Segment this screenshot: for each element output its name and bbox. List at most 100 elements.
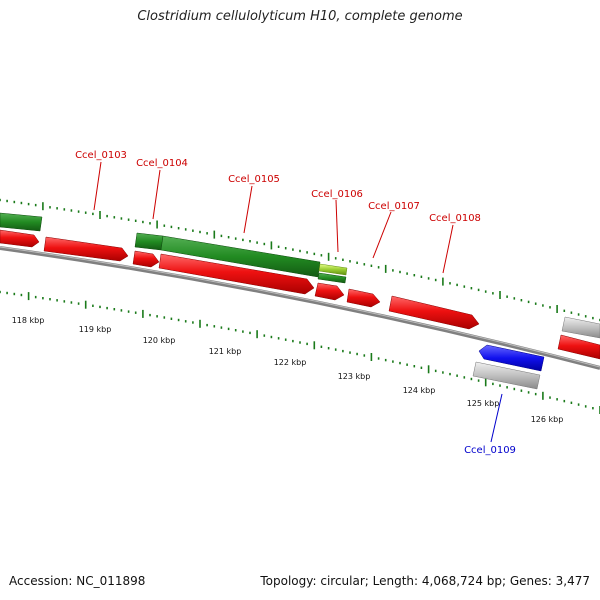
minor-tick <box>420 366 423 369</box>
minor-tick <box>120 309 123 312</box>
major-tick <box>42 202 44 211</box>
minor-tick <box>413 365 416 368</box>
gene-feature-ccel-0102[interactable] <box>0 212 43 232</box>
scale-label: 123 kbp <box>338 372 371 381</box>
major-tick <box>256 330 258 339</box>
scale-label: 124 kbp <box>403 386 436 395</box>
minor-tick <box>413 274 416 277</box>
gene-feature-ccel-0109-grey[interactable] <box>472 361 541 390</box>
minor-tick <box>320 254 323 257</box>
gene-label-ccel-0108[interactable]: Ccel_0108 <box>429 213 481 224</box>
minor-tick <box>477 379 480 382</box>
gene-label-ccel-0103[interactable]: Ccel_0103 <box>75 150 127 161</box>
minor-tick <box>49 298 51 301</box>
minor-tick <box>177 318 180 322</box>
genome-backbone <box>0 246 600 370</box>
minor-tick <box>149 313 151 317</box>
minor-tick <box>513 387 516 391</box>
major-tick <box>213 230 216 239</box>
minor-tick <box>199 230 201 234</box>
minor-tick <box>270 335 273 339</box>
minor-tick <box>127 310 130 313</box>
outer-tick-ring <box>0 198 600 322</box>
cds-arrow-ccel-0102[interactable] <box>0 229 40 248</box>
scale-label: 125 kbp <box>467 399 500 408</box>
major-tick <box>156 220 158 229</box>
minor-tick <box>456 374 458 377</box>
cds-arrow-ccel-0106[interactable] <box>314 282 345 301</box>
major-tick <box>327 252 330 261</box>
minor-tick <box>13 292 16 296</box>
minor-tick <box>113 308 116 311</box>
minor-tick <box>556 398 558 401</box>
gene-labels: Ccel_0103 Ccel_0104 Ccel_0105 Ccel_0106 … <box>75 150 516 456</box>
gene-label-ccel-0105[interactable]: Ccel_0105 <box>228 174 280 185</box>
minor-tick <box>242 330 244 333</box>
cds-arrow-ccel-0108[interactable] <box>388 295 480 330</box>
minor-tick <box>563 309 566 312</box>
cds-arrow-ccel-0103[interactable] <box>43 236 129 262</box>
minor-tick <box>563 399 566 403</box>
gene-feature-ccel-0105-upper[interactable] <box>160 235 321 278</box>
minor-tick <box>6 291 8 295</box>
minor-tick <box>106 306 108 310</box>
minor-tick <box>99 305 101 309</box>
minor-tick <box>320 345 323 348</box>
minor-tick <box>513 297 516 300</box>
minor-tick <box>492 292 494 295</box>
minor-tick <box>527 300 530 304</box>
minor-tick <box>299 249 301 253</box>
minor-tick <box>363 263 366 266</box>
forward-features <box>0 212 348 284</box>
gene-feature-ccel-0104-upper[interactable] <box>134 232 164 251</box>
minor-tick <box>206 232 208 235</box>
minor-tick <box>284 338 287 341</box>
minor-tick <box>13 200 16 204</box>
minor-tick <box>206 323 208 327</box>
gene-label-ccel-0107[interactable]: Ccel_0107 <box>368 201 420 212</box>
minor-tick <box>120 217 123 220</box>
minor-tick <box>263 242 266 246</box>
minor-tick <box>470 287 473 290</box>
minor-tick <box>442 371 444 374</box>
minor-tick <box>56 299 58 302</box>
gene-feature-ccel-0106-lower[interactable] <box>317 272 347 284</box>
minor-tick <box>577 313 580 316</box>
scale-label: 121 kbp <box>209 347 242 356</box>
minor-tick <box>406 272 408 275</box>
gene-feature-ccel-0109-blue[interactable] <box>478 344 545 372</box>
cds-arrow-ccel-0110[interactable] <box>557 334 600 360</box>
minor-tick <box>170 317 173 320</box>
minor-tick <box>77 302 80 305</box>
scale-label: 126 kbp <box>531 415 564 424</box>
cds-arrow-ccel-0107[interactable] <box>346 288 381 308</box>
gene-label-ccel-0104[interactable]: Ccel_0104 <box>136 158 188 169</box>
minor-tick <box>113 216 116 219</box>
minor-tick <box>506 295 508 298</box>
gene-label-ccel-0109[interactable]: Ccel_0109 <box>464 445 516 456</box>
gene-label-ccel-0106[interactable]: Ccel_0106 <box>311 189 363 200</box>
scale-label: 120 kbp <box>143 336 176 345</box>
minor-tick <box>392 269 394 272</box>
minor-tick <box>63 208 66 211</box>
minor-tick <box>584 315 587 318</box>
cds-arrow-ccel-0105[interactable] <box>158 253 315 295</box>
major-tick <box>484 378 487 387</box>
minor-tick <box>306 251 308 254</box>
minor-tick <box>349 260 351 263</box>
minor-tick <box>84 211 87 214</box>
minor-tick <box>349 351 351 354</box>
minor-tick <box>384 358 387 362</box>
cds-arrow-ccel-0104[interactable] <box>132 250 160 268</box>
minor-tick <box>570 311 573 314</box>
scale-labels: 118 kbp 119 kbp 120 kbp 121 kbp 122 kbp … <box>12 316 564 424</box>
gene-feature-ccel-0106-upper[interactable] <box>318 263 348 276</box>
minor-tick <box>377 266 380 269</box>
minor-tick <box>584 405 587 408</box>
minor-tick <box>163 316 166 319</box>
minor-tick <box>292 248 294 251</box>
gene-feature-ccel-0110-grey[interactable] <box>561 316 600 339</box>
minor-tick <box>170 225 173 229</box>
minor-tick <box>463 285 466 288</box>
minor-tick <box>70 301 73 304</box>
